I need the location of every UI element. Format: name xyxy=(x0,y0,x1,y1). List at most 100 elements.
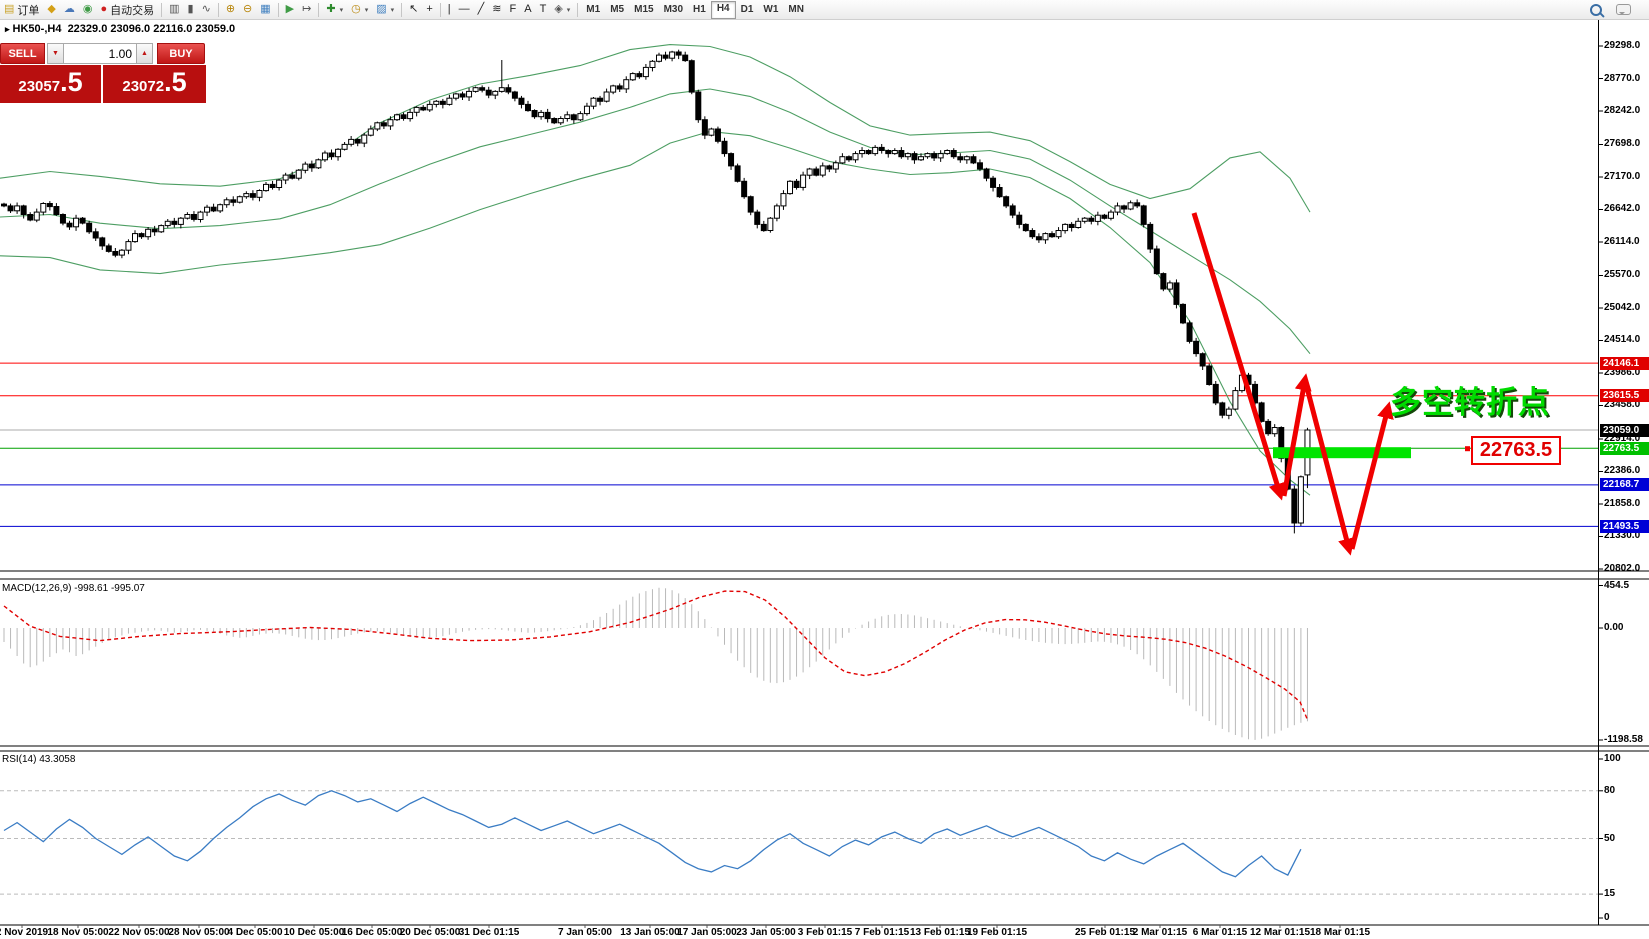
buy-price[interactable]: 23072 .5 xyxy=(103,65,206,103)
signals-icon[interactable]: ◉ xyxy=(79,1,97,18)
turning-point-annotation[interactable]: 多空转折点 xyxy=(1390,385,1550,420)
price-axis-label: 24514.0 xyxy=(1604,334,1641,346)
trendline-icon[interactable]: ╱ xyxy=(474,1,489,18)
periods-button[interactable]: ◷ ▾ xyxy=(347,1,372,18)
price-axis-label: 26642.0 xyxy=(1604,203,1641,215)
candlestick-icon[interactable]: ▮ xyxy=(184,1,198,18)
rsi-axis-label: 50 xyxy=(1604,832,1616,844)
timeframe-h1-button[interactable]: H1 xyxy=(693,3,706,15)
zoom-in-icon: ⊕ xyxy=(225,3,236,15)
bar-chart-icon: ▥ xyxy=(169,3,180,15)
volume-decrease-button[interactable]: ▼ xyxy=(47,43,64,64)
publisher-icon: ☁ xyxy=(63,3,75,15)
price-axis-label: 25042.0 xyxy=(1604,301,1641,313)
timeframe-d1-button[interactable]: D1 xyxy=(740,3,754,15)
equidistant-channel-icon[interactable]: ≋ xyxy=(488,1,505,18)
price-axis-label: 28242.0 xyxy=(1604,105,1641,116)
toolbar-separator xyxy=(439,2,441,17)
text-icon[interactable]: A xyxy=(520,1,535,18)
toolbar-separator xyxy=(277,2,279,17)
zoom-out-icon[interactable]: ⊖ xyxy=(239,1,256,18)
toolbar-separator xyxy=(401,2,403,17)
volume-input[interactable] xyxy=(64,43,136,64)
timeframe-m30-button[interactable]: M30 xyxy=(663,3,684,15)
timeframe-mn-button[interactable]: MN xyxy=(788,3,804,15)
crosshair-icon[interactable]: + xyxy=(422,1,436,18)
timeframe-m5-button[interactable]: M5 xyxy=(610,3,625,15)
macd-axis-label: -1198.58 xyxy=(1604,733,1643,745)
buy-price-main: 23072 xyxy=(122,78,165,95)
arrows-button: ◈ xyxy=(554,3,563,15)
cursor-icon[interactable]: ↖ xyxy=(405,1,422,18)
indicators-button[interactable]: ✚ ▾ xyxy=(322,1,347,18)
text-label-icon[interactable]: T xyxy=(536,1,551,18)
toolbar-separator xyxy=(577,2,579,17)
buy-button[interactable]: BUY xyxy=(157,43,205,64)
templates-button[interactable]: ▨ ▾ xyxy=(372,1,398,18)
horizontal-line-icon[interactable]: — xyxy=(455,1,474,18)
signals-icon: ◉ xyxy=(82,3,93,15)
price-level-badge: 24146.1 xyxy=(1600,357,1649,370)
time-axis-label: 13 Feb 01:15 xyxy=(909,927,971,938)
favorites-icon: ◆ xyxy=(47,3,56,15)
level-price-label[interactable]: 22763.5 xyxy=(1471,436,1561,465)
indicators-button: ✚ xyxy=(326,3,336,15)
order-form-icon: ▤ xyxy=(4,3,15,15)
chevron-down-icon: ▾ xyxy=(364,6,369,14)
periods-button: ◷ xyxy=(351,3,361,15)
search-icon[interactable] xyxy=(1590,3,1602,16)
timeframe-m15-button[interactable]: M15 xyxy=(634,3,654,15)
auto-scroll-icon[interactable]: ▶ xyxy=(282,1,298,18)
time-axis-label: 19 Feb 01:15 xyxy=(966,927,1028,938)
timeframe-m1-button[interactable]: M1 xyxy=(586,3,601,15)
time-axis-label: 23 Jan 05:00 xyxy=(736,927,796,938)
text-icon: A xyxy=(524,3,532,15)
timeframe-w1-button[interactable]: W1 xyxy=(763,3,779,15)
toolbar-separator xyxy=(318,2,320,17)
price-axis-label: 26114.0 xyxy=(1604,235,1640,247)
symbol-marker-icon: ▸ xyxy=(5,24,10,34)
price-level-badge: 23059.0 xyxy=(1600,424,1649,437)
publisher-icon[interactable]: ☁ xyxy=(60,1,79,18)
fibonacci-icon: F xyxy=(509,3,517,15)
tile-windows-icon[interactable]: ▦ xyxy=(256,1,274,18)
timeframe-h4-button[interactable]: H4 xyxy=(710,0,736,19)
arrows-button[interactable]: ◈ ▾ xyxy=(550,1,574,18)
chart-shift-icon[interactable]: ↦ xyxy=(298,1,315,18)
favorites-icon[interactable]: ◆ xyxy=(43,1,59,18)
sell-price-main: 23057 xyxy=(18,78,61,95)
price-axis-label: 22914.0 xyxy=(1604,432,1641,444)
symbol-ohlc: 22329.0 23096.0 22116.0 23059.0 xyxy=(67,23,236,35)
bar-chart-icon[interactable]: ▥ xyxy=(165,1,183,18)
price-level-badge: 21493.5 xyxy=(1600,520,1649,533)
horizontal-line-icon: — xyxy=(458,3,470,15)
rsi-axis-label: 80 xyxy=(1604,784,1616,796)
vertical-line-icon[interactable]: | xyxy=(444,1,455,18)
templates-button: ▨ xyxy=(376,3,387,15)
auto-trading-button[interactable]: ● 自动交易 xyxy=(96,1,158,18)
time-axis-label: 31 Dec 01:15 xyxy=(458,927,520,938)
rsi-axis-label: 0 xyxy=(1604,912,1610,923)
line-chart-icon[interactable]: ∿ xyxy=(198,1,215,18)
sell-button[interactable]: SELL xyxy=(0,43,45,64)
price-axis-label: 22386.0 xyxy=(1604,465,1641,477)
fibonacci-icon[interactable]: F xyxy=(506,1,521,18)
cursor-icon: ↖ xyxy=(409,3,419,15)
volume-increase-button[interactable]: ▲ xyxy=(136,43,153,64)
macd-indicator-label: MACD(12,26,9) -998.61 -995.07 xyxy=(2,583,145,594)
zoom-in-icon[interactable]: ⊕ xyxy=(222,1,239,18)
time-axis-label: 6 Mar 01:15 xyxy=(1192,927,1248,938)
zoom-out-icon: ⊖ xyxy=(243,3,253,15)
time-axis-label: 25 Feb 01:15 xyxy=(1074,927,1136,938)
price-axis-label: 23458.0 xyxy=(1604,399,1641,411)
chevron-down-icon: ▾ xyxy=(390,6,395,14)
auto-scroll-icon: ▶ xyxy=(285,3,295,15)
chat-icon[interactable] xyxy=(1616,4,1631,15)
time-axis-label: 18 Mar 01:15 xyxy=(1309,927,1371,938)
main-toolbar: ▤ 订单 ◆ ☁ ◉ ● 自动交易 ▥ ▮ ∿ ⊕ ⊖ ▦ ▶ ↦ ✚ ▾ ◷ ▾ ▨ ▾ ↖ + | — ╱ ≋ F A T ◈ ▾ M1 M5… xyxy=(0,0,1649,20)
new-order-button[interactable]: ▤ 订单 xyxy=(0,1,43,18)
sell-price[interactable]: 23057 .5 xyxy=(0,65,101,103)
time-axis-label: 3 Feb 01:15 xyxy=(797,927,853,938)
time-axis-label: 2 Nov 2019 xyxy=(0,927,49,938)
